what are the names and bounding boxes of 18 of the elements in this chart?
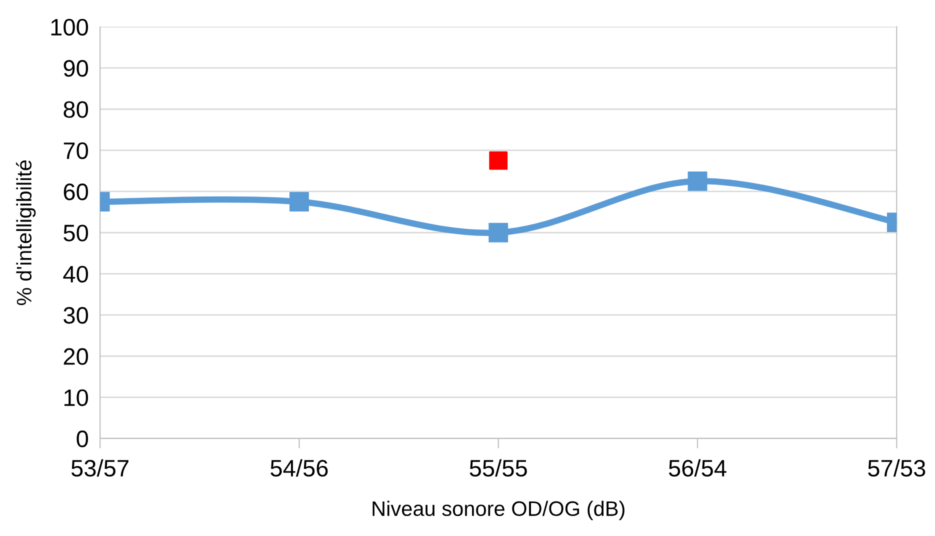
x-tick-label: 56/54 [668,459,726,477]
y-tick-label: 60 [64,184,88,200]
y-tick-label: 80 [64,101,88,118]
y-tick-label: 0 [76,430,88,448]
y-tick-label: 70 [64,142,88,160]
x-tick-label: 57/53 [868,459,926,477]
y-tick-label: 10 [64,389,88,406]
x-tick-label: 53/57 [71,459,128,477]
y-tick-label: 50 [64,224,88,242]
y-tick-label: 100 [51,18,88,36]
x-axis-title: Niveau sonore OD/OG (dB) [372,500,624,520]
y-axis-title: % d'intelligibilité [16,160,36,306]
y-tick-label: 40 [63,266,88,283]
y-tick-label: 90 [64,60,88,77]
x-tick-label: 54/56 [270,459,328,477]
y-tick-label: 20 [64,348,88,365]
x-tick-label: 55/55 [470,459,527,477]
y-tick-label: 30 [64,307,88,324]
